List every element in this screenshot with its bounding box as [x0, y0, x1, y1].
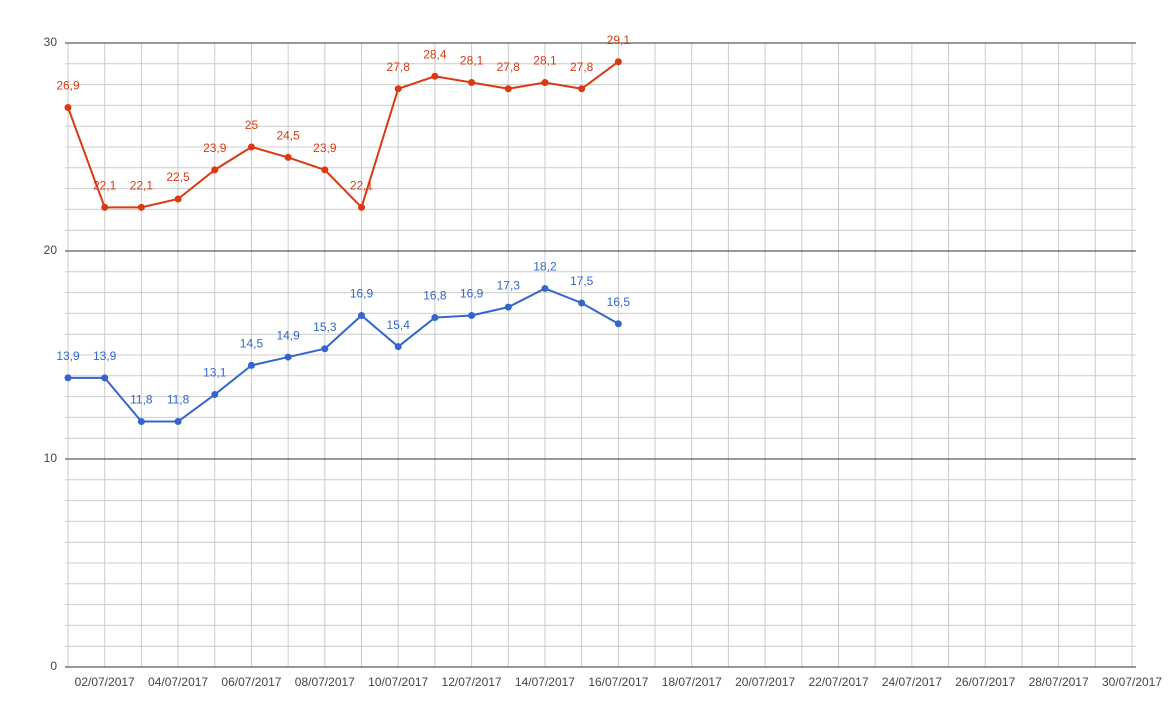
data-label: 24,5 [276, 129, 300, 143]
data-label: 28,4 [423, 47, 447, 61]
data-label: 16,5 [607, 295, 631, 309]
data-label: 27,8 [387, 60, 411, 74]
x-tick-label: 24/07/2017 [882, 675, 942, 689]
data-point [431, 314, 439, 322]
data-point [284, 353, 292, 361]
data-label: 14,9 [276, 328, 300, 342]
x-tick-label: 12/07/2017 [442, 675, 502, 689]
data-point [431, 72, 439, 80]
x-tick-label: 26/07/2017 [955, 675, 1015, 689]
data-point [468, 311, 476, 319]
data-point [247, 361, 255, 369]
data-label: 16,8 [423, 289, 447, 303]
data-label: 22,1 [130, 178, 154, 192]
data-label: 22,1 [350, 178, 374, 192]
data-label: 11,8 [130, 393, 153, 407]
data-point [504, 85, 512, 93]
data-label: 18,2 [533, 260, 557, 274]
data-label: 28,1 [533, 54, 557, 68]
data-label: 15,3 [313, 320, 337, 334]
x-tick-label: 16/07/2017 [588, 675, 648, 689]
data-point [137, 418, 145, 426]
data-point [321, 166, 329, 174]
data-point [504, 303, 512, 311]
series-line [68, 287, 619, 423]
data-label: 13,9 [56, 349, 80, 363]
data-label: 11,8 [167, 393, 190, 407]
x-tick-label: 28/07/2017 [1029, 675, 1089, 689]
data-label: 22,1 [93, 178, 117, 192]
data-label: 17,3 [497, 278, 521, 292]
x-tick-label: 18/07/2017 [662, 675, 722, 689]
x-tick-label: 02/07/2017 [75, 675, 135, 689]
data-point [101, 203, 109, 211]
x-tick-label: 20/07/2017 [735, 675, 795, 689]
data-label: 17,5 [570, 274, 594, 288]
data-label: 28,1 [460, 54, 484, 68]
data-label: 16,9 [460, 287, 484, 301]
data-point [541, 79, 549, 87]
data-point [64, 103, 72, 111]
data-point [284, 153, 292, 161]
x-tick-label: 22/07/2017 [808, 675, 868, 689]
y-tick-label: 30 [44, 35, 58, 49]
y-tick-label: 10 [44, 451, 58, 465]
data-label: 13,1 [203, 366, 227, 380]
x-tick-label: 04/07/2017 [148, 675, 208, 689]
data-point [614, 320, 622, 328]
data-point [211, 391, 219, 399]
x-tick-label: 14/07/2017 [515, 675, 575, 689]
data-point [614, 58, 622, 66]
data-label: 25 [245, 118, 259, 132]
data-point [578, 85, 586, 93]
data-point [468, 79, 476, 87]
x-tick-label: 08/07/2017 [295, 675, 355, 689]
series-line [67, 60, 619, 210]
data-point [211, 166, 219, 174]
data-point [358, 311, 366, 319]
data-label: 26,9 [56, 79, 80, 93]
data-label: 14,5 [240, 337, 264, 351]
y-tick-label: 0 [50, 659, 57, 673]
data-label: 13,9 [93, 349, 117, 363]
x-tick-label: 30/07/2017 [1102, 675, 1162, 689]
x-tick-label: 10/07/2017 [368, 675, 428, 689]
data-label: 23,9 [203, 141, 227, 155]
data-point [137, 203, 145, 211]
data-point [174, 418, 182, 426]
data-point [101, 374, 109, 382]
data-point [64, 374, 72, 382]
data-label: 29,1 [607, 33, 631, 47]
data-label: 27,8 [570, 60, 594, 74]
data-point [578, 299, 586, 307]
data-point [247, 143, 255, 151]
data-label: 27,8 [497, 60, 521, 74]
data-point [394, 343, 402, 351]
data-label: 23,9 [313, 141, 337, 155]
y-tick-label: 20 [44, 243, 58, 257]
data-point [358, 203, 366, 211]
x-tick-label: 06/07/2017 [221, 675, 281, 689]
data-label: 16,9 [350, 287, 374, 301]
data-label: 15,4 [387, 318, 411, 332]
data-point [174, 195, 182, 203]
data-label: 22,5 [166, 170, 190, 184]
data-point [321, 345, 329, 353]
data-point [541, 284, 549, 292]
data-point [394, 85, 402, 93]
